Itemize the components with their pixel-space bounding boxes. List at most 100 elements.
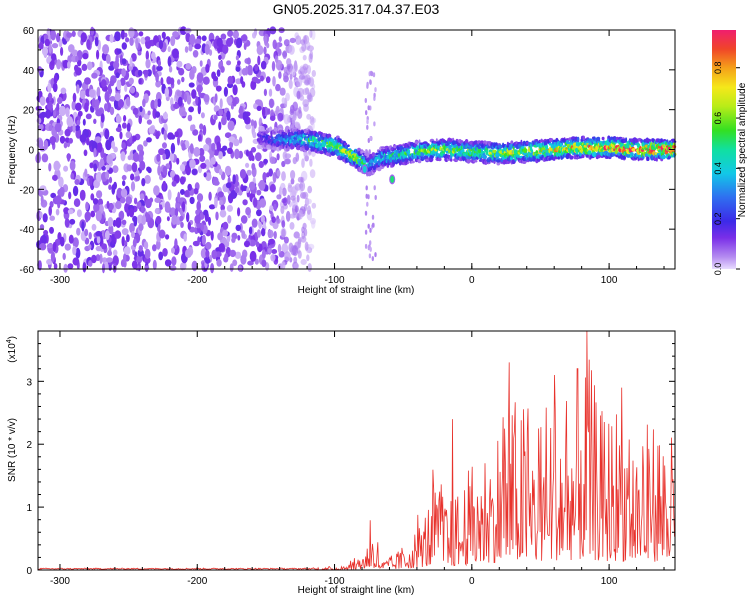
spectrogram-noise-blob	[230, 190, 238, 199]
spectrogram-noise-blob	[203, 172, 207, 178]
spectrogram-noise-blob	[285, 210, 291, 222]
snr-x-tick-label: -100	[325, 576, 345, 587]
colorbar-tick-label: 0.2	[713, 212, 723, 225]
spectrogram-noise-blob	[232, 174, 236, 185]
spectrogram-noise-blob	[234, 148, 240, 160]
spectrogram-noise-blob	[58, 176, 64, 188]
spectrogram-noise-blob	[69, 160, 76, 171]
spectrogram-noise-blob	[285, 92, 290, 102]
spectrogram-noise-blob	[108, 176, 113, 184]
spectrogram-noise-blob	[193, 188, 199, 195]
spectrogram-noise-blob	[283, 113, 290, 125]
spectrogram-noise-blob	[171, 214, 178, 225]
spectrogram-noise-blob	[75, 247, 81, 259]
spectrogram-noise-blob	[50, 192, 57, 199]
spectrogram-noise-blob	[365, 110, 368, 116]
spectrogram-noise-blob	[306, 254, 310, 262]
spectrogram-noise-blob	[95, 230, 103, 237]
spectrogram-noise-blob	[187, 183, 192, 191]
spectrogram-noise-blob	[44, 140, 49, 150]
spectrogram-noise-blob	[62, 252, 66, 261]
spectrogram-noise-blob	[102, 263, 105, 274]
spectrogram-noise-blob	[219, 209, 227, 218]
spectrogram-noise-blob	[245, 123, 252, 130]
spectrogram-noise-blob	[188, 106, 195, 113]
snr-y-axis: 0 1 2 3	[26, 343, 675, 577]
spectrogram-noise-blob	[85, 201, 89, 211]
spectrogram-ridge-cell	[480, 157, 482, 161]
spectrogram-noise-blob	[166, 216, 170, 222]
spectrogram-noise-blob	[95, 254, 101, 262]
spectrogram-noise-blob	[276, 169, 281, 177]
spectrogram-noise-blob	[224, 132, 232, 139]
spectrogram-ridge-cell	[371, 152, 376, 157]
spectrogram-noise-blob	[188, 44, 193, 52]
spectrogram-noise-blob	[170, 142, 176, 154]
spectrogram-noise-blob	[283, 236, 289, 244]
spectrogram-ridge-cell	[591, 151, 597, 158]
spectrogram-ridge-cell	[407, 161, 409, 165]
spectrogram-noise-blob	[255, 241, 260, 248]
spectrogram-noise-blob	[53, 263, 58, 270]
spectrogram-noise-blob	[300, 259, 307, 265]
spectrogram-noise-blob	[189, 196, 195, 205]
spectrogram-noise-blob	[369, 227, 372, 233]
spectrogram-noise-blob	[249, 250, 257, 262]
spectrogram-noise-blob	[229, 263, 234, 272]
spectrogram-noise-blob	[199, 123, 204, 130]
spectrogram-noise-blob	[373, 185, 376, 191]
spectrogram-noise-blob	[121, 228, 129, 236]
spectrogram-noise-blob	[181, 76, 185, 83]
spectrogram-noise-blob	[203, 144, 210, 152]
spectrogram-noise-blob	[46, 56, 52, 64]
spectrogram-ridge-cell	[497, 144, 503, 149]
spectrogram-noise-blob	[189, 34, 196, 45]
spectrogram-noise-blob	[115, 200, 122, 210]
spectrogram-noise-blob	[123, 246, 131, 256]
spectrogram-ridge-cell	[449, 158, 453, 162]
spectrogram-noise-blob	[295, 35, 302, 45]
spectrogram-noise-blob	[76, 227, 81, 236]
spectrogram-noise-blob	[194, 214, 201, 224]
spectrogram-noise-blob	[106, 200, 110, 209]
spectrogram-noise-blob	[53, 74, 58, 85]
spectrogram-noise-blob	[205, 63, 210, 73]
spectrogram-noise-blob	[88, 244, 92, 250]
spectrogram-noise-blob	[211, 156, 216, 165]
spectrogram-noise-blob	[172, 31, 179, 38]
spectrogram-noise-blob	[246, 64, 253, 76]
spectrogram-noise-blob	[72, 185, 79, 197]
spectrogram-noise-blob	[278, 36, 282, 43]
colorbar-gradient	[712, 30, 736, 269]
spectrogram-noise-blob	[258, 179, 266, 191]
spectrogram-noise-blob	[59, 135, 66, 144]
spectrogram-noise-blob	[289, 73, 293, 80]
spectrogram-noise-blob	[208, 204, 216, 210]
spectrogram-noise-blob	[213, 114, 218, 121]
spectrogram-noise-blob	[150, 99, 156, 110]
spectrogram-noise-blob	[278, 71, 282, 79]
spectrogram-noise-blob	[64, 137, 70, 143]
spectrogram-x-axis: -300 -200 -100 0 100	[50, 30, 665, 286]
spectrogram-noise-blob	[55, 195, 62, 204]
spectrogram-noise-blob	[275, 83, 281, 92]
spectrogram-noise-blob	[68, 191, 72, 200]
spectrogram-noise-blob	[79, 189, 86, 201]
snr-x-label: Height of straight line (km)	[298, 585, 415, 596]
spectrogram-ridge-cell	[371, 161, 374, 167]
spectrogram-noise-blob	[260, 60, 267, 70]
spectrogram-noise-blob	[122, 180, 126, 187]
spectrogram-noise-blob	[147, 167, 152, 174]
spectrogram-noise-blob	[125, 96, 131, 107]
spectrogram-noise-blob	[101, 257, 108, 264]
spectrogram-noise-blob	[44, 38, 50, 47]
spectrogram-noise-blob	[283, 39, 290, 47]
spectrogram-noise-blob	[200, 112, 205, 119]
spectrogram-noise-blob	[89, 175, 93, 187]
spectrogram-noise-blob	[67, 209, 74, 215]
spectrogram-noise-blob	[199, 60, 203, 67]
spectrogram-noise-blob	[188, 82, 195, 88]
spectrogram-noise-blob	[132, 107, 139, 115]
spectrogram-noise-blob	[133, 217, 138, 227]
